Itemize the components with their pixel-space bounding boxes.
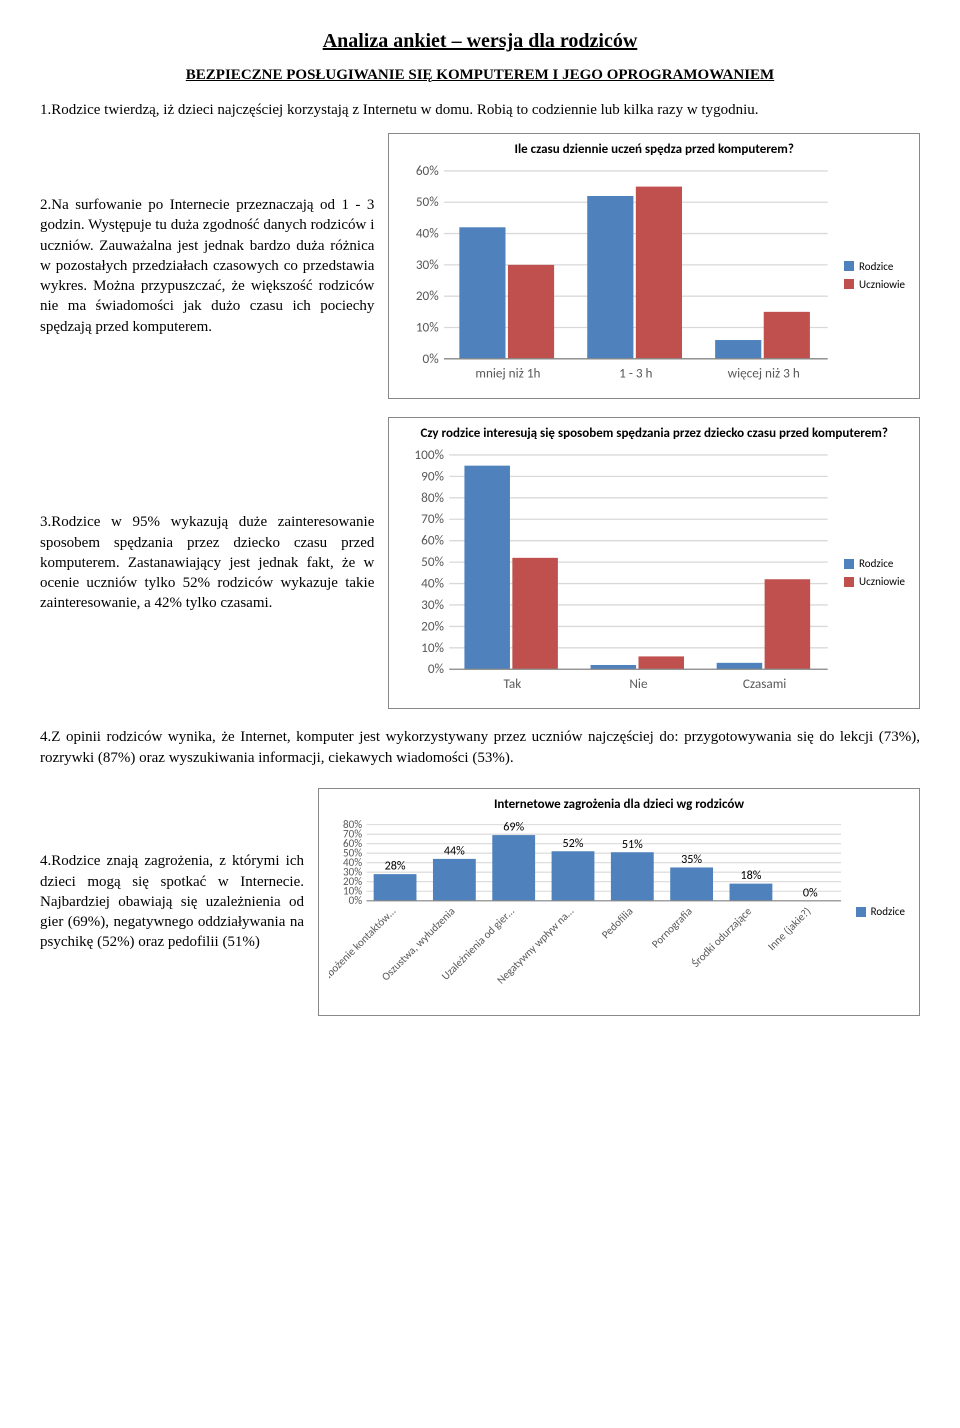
svg-text:40%: 40%	[416, 225, 439, 242]
doc-title: Analiza ankiet – wersja dla rodziców	[40, 30, 920, 53]
svg-text:Czasami: Czasami	[743, 675, 786, 692]
svg-text:52%: 52%	[563, 836, 584, 851]
svg-text:50%: 50%	[416, 193, 439, 210]
svg-text:35%: 35%	[681, 852, 702, 867]
svg-text:10%: 10%	[416, 318, 439, 335]
svg-text:60%: 60%	[416, 163, 439, 179]
svg-text:Pornografia: Pornografia	[648, 904, 695, 951]
intro-paragraph: 1.Rodzice twierdzą, iż dzieci najczęście…	[40, 102, 920, 119]
legend-item: Rodzice	[856, 905, 905, 918]
svg-text:Nie: Nie	[630, 675, 649, 692]
chart-time: Ile czasu dziennie uczeń spędza przed ko…	[388, 133, 920, 399]
svg-text:100%: 100%	[415, 447, 445, 463]
svg-text:40%: 40%	[422, 574, 445, 591]
svg-text:51%: 51%	[622, 837, 643, 852]
chart-threats: Internetowe zagrożenia dla dzieci wg rod…	[318, 788, 920, 1017]
svg-text:więcej niż 3 h: więcej niż 3 h	[728, 364, 800, 381]
para-2: 2.Na surfowanie po Internecie przeznacza…	[40, 195, 374, 337]
svg-text:90%: 90%	[422, 467, 445, 484]
chart-interest: Czy rodzice interesują się sposobem spęd…	[388, 417, 920, 709]
svg-text:70%: 70%	[422, 510, 445, 527]
svg-text:Środki odurzające: Środki odurzające	[688, 903, 754, 969]
svg-text:Tak: Tak	[504, 675, 522, 692]
legend-item: Rodzice	[844, 260, 905, 273]
svg-text:30%: 30%	[422, 596, 445, 613]
svg-text:80%: 80%	[422, 489, 445, 506]
legend-item: Uczniowie	[844, 278, 905, 291]
chart-time-title: Ile czasu dziennie uczeń spędza przed ko…	[399, 142, 909, 157]
svg-text:20%: 20%	[422, 617, 445, 634]
svg-text:80%: 80%	[343, 818, 362, 831]
svg-text:69%: 69%	[503, 819, 524, 834]
svg-text:28%: 28%	[385, 858, 406, 873]
svg-text:60%: 60%	[422, 532, 445, 549]
svg-text:0%: 0%	[428, 660, 445, 677]
svg-text:1 - 3 h: 1 - 3 h	[620, 364, 653, 381]
section-interest: 3.Rodzice w 95% wykazują duże zaintereso…	[40, 417, 920, 709]
legend-item: Uczniowie	[844, 575, 905, 588]
section-time: 2.Na surfowanie po Internecie przeznacza…	[40, 133, 920, 399]
svg-text:0%: 0%	[803, 885, 818, 900]
svg-text:Pedofilia: Pedofilia	[598, 904, 635, 941]
doc-subtitle: BEZPIECZNE POSŁUGIWANIE SIĘ KOMPUTEREM I…	[40, 67, 920, 84]
svg-text:50%: 50%	[422, 553, 445, 570]
section-threats: 4.Rodzice znają zagrożenia, z którymi ic…	[40, 788, 920, 1017]
svg-text:18%: 18%	[740, 868, 761, 883]
legend-item: Rodzice	[844, 557, 905, 570]
para-3: 3.Rodzice w 95% wykazują duże zaintereso…	[40, 512, 374, 613]
para-5: 4.Rodzice znają zagrożenia, z którymi ic…	[40, 851, 304, 952]
svg-text:10%: 10%	[422, 639, 445, 656]
svg-text:20%: 20%	[416, 287, 439, 304]
svg-text:44%: 44%	[444, 843, 465, 858]
svg-text:mniej niż 1h: mniej niż 1h	[476, 364, 541, 381]
svg-text:Inne (jakie?): Inne (jakie?)	[764, 904, 813, 953]
para-4: 4.Z opinii rodziców wynika, że Internet,…	[40, 727, 920, 768]
chart-interest-title: Czy rodzice interesują się sposobem spęd…	[399, 426, 909, 441]
chart-threats-title: Internetowe zagrożenia dla dzieci wg rod…	[329, 797, 909, 812]
svg-text:0%: 0%	[423, 350, 440, 367]
svg-text:30%: 30%	[416, 256, 439, 273]
